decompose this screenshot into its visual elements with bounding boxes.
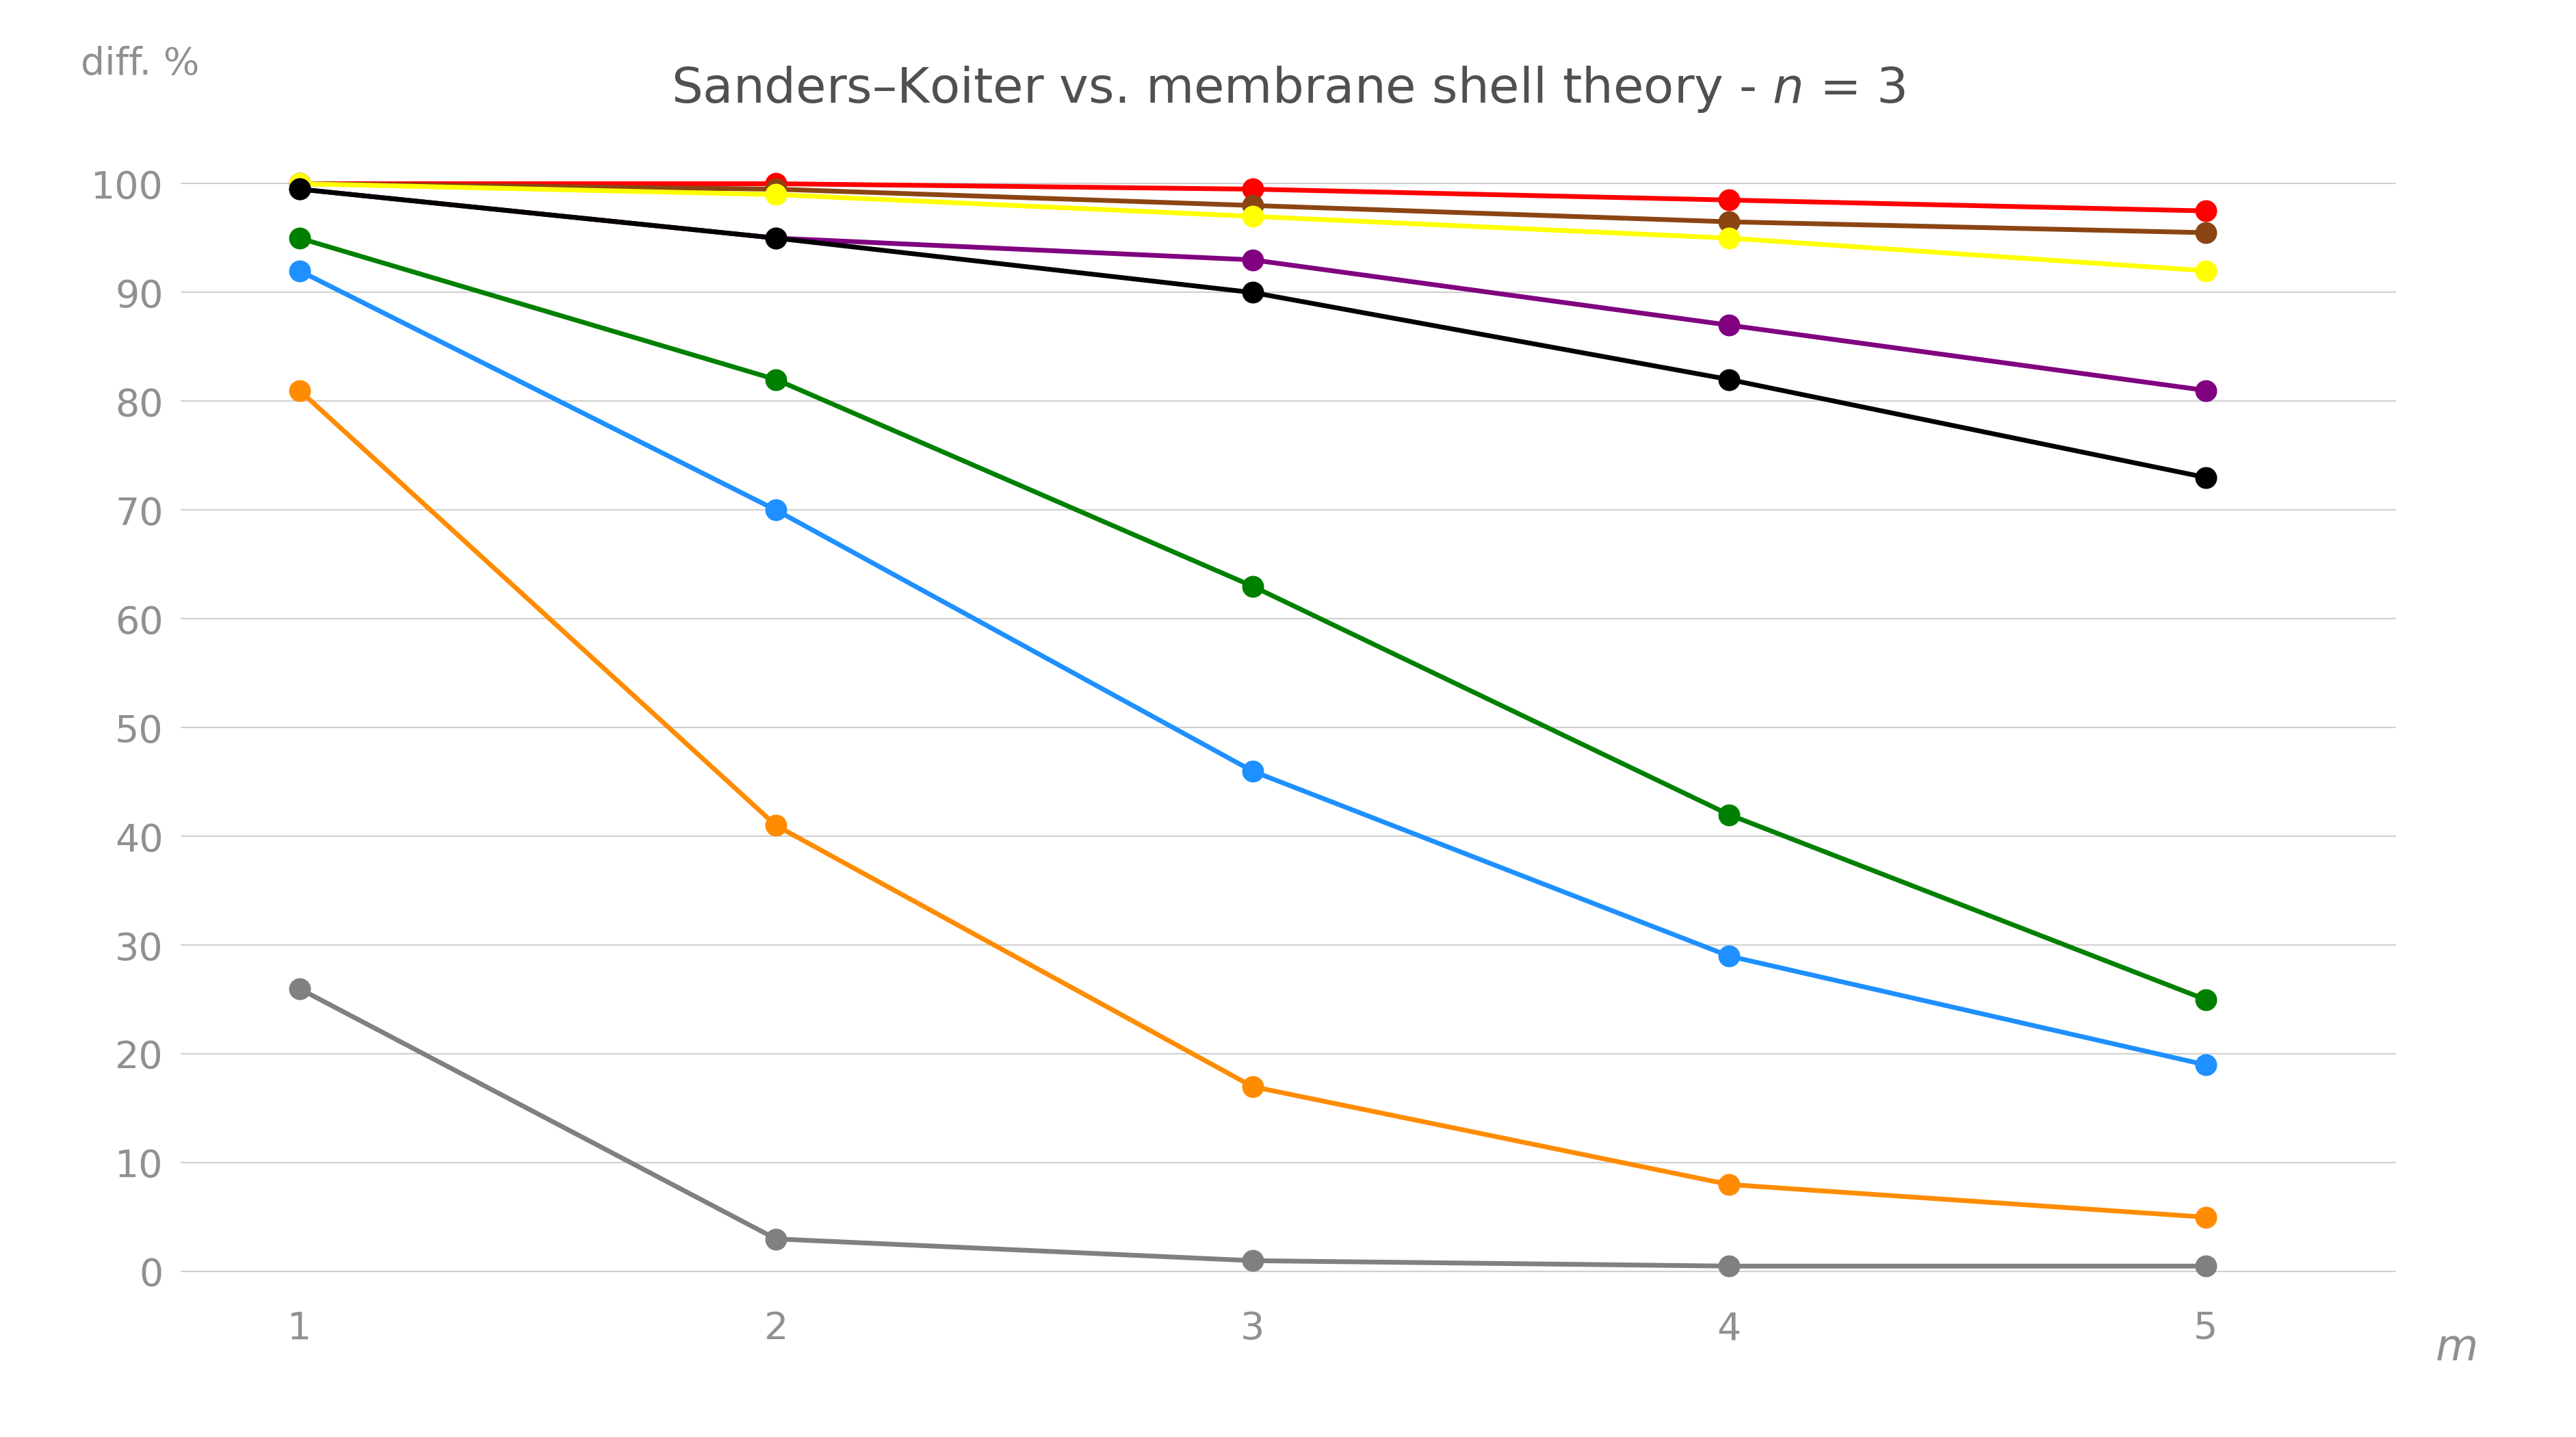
Title: Sanders–Koiter vs. membrane shell theory - $\it{n}$ = 3: Sanders–Koiter vs. membrane shell theory… (670, 65, 1906, 115)
Text: diff. %: diff. % (80, 46, 198, 83)
Text: $\it{m}$: $\it{m}$ (2434, 1326, 2476, 1369)
